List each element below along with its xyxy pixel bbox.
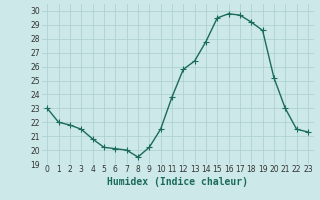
X-axis label: Humidex (Indice chaleur): Humidex (Indice chaleur) (107, 177, 248, 187)
